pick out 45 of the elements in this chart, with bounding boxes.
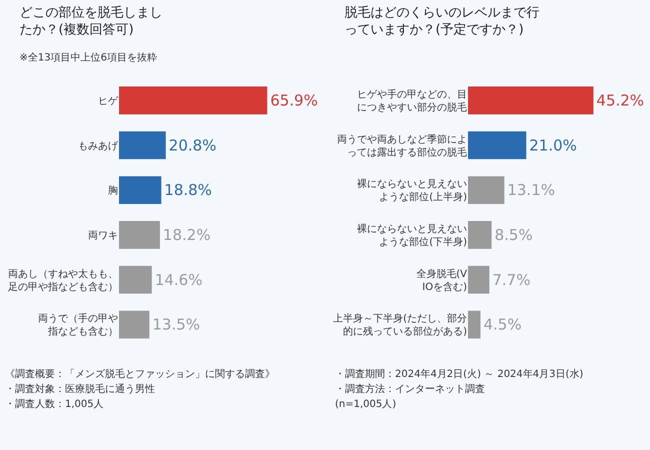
data-label: 18.2% xyxy=(162,226,211,244)
y-tick-label: ヒゲ xyxy=(98,96,119,107)
data-label: 8.5% xyxy=(494,226,533,244)
y-tick-label: 上半身～下半身(ただし、部分的に残っている部位がある) xyxy=(333,312,468,338)
bar xyxy=(119,221,160,249)
text: ・調査対象：医療脱毛に通う男性 xyxy=(5,382,156,396)
bar xyxy=(119,176,162,204)
text: ・調査人数：1,005人 xyxy=(5,398,105,411)
bar xyxy=(468,86,594,114)
text: ・調査方法：インターネット調査 xyxy=(335,382,486,396)
y-tick-label: 両あし（すねや太もも、足の甲や指なども含む） xyxy=(8,268,118,293)
data-label: 13.1% xyxy=(507,181,555,200)
y-tick-label: 裸にならないと見えないような部位(上半身) xyxy=(357,178,468,204)
y-tick-label: 裸にならないと見えないような部位(下半身) xyxy=(357,222,468,248)
text: 《調査概要：「メンズ脱毛とファッション」に関する調査》 xyxy=(5,368,276,381)
data-label: 4.5% xyxy=(483,316,522,334)
y-tick-label: もみあげ xyxy=(78,140,119,152)
y-tick-label: 両ワキ xyxy=(88,230,118,242)
data-label: 65.9% xyxy=(270,91,318,110)
y-tick-label: 全身脱毛(VIOを含む) xyxy=(416,268,468,293)
data-label: 45.2% xyxy=(596,91,644,110)
bar xyxy=(119,86,268,114)
data-label: 18.8% xyxy=(164,181,212,200)
data-label: 20.8% xyxy=(168,136,216,154)
bar xyxy=(468,266,490,294)
data-label: 21.0% xyxy=(529,136,577,154)
bar xyxy=(119,266,152,294)
text: (n=1,005人) xyxy=(335,398,398,411)
data-label: 7.7% xyxy=(492,270,530,289)
y-tick-label: 胸 xyxy=(108,184,118,197)
bar xyxy=(119,131,166,160)
bar xyxy=(468,131,526,160)
bar xyxy=(468,221,492,249)
data-label: 13.5% xyxy=(152,316,200,334)
data-label: 14.6% xyxy=(154,270,202,289)
chart-title: 脱毛はどのくらいのレベルまで行っていますか？(予定ですか？) xyxy=(344,5,540,38)
bar xyxy=(119,310,150,338)
y-tick-label: 両うで（手の甲や指なども含む） xyxy=(38,312,118,338)
chart-title: どこの部位を脱毛しましたか？(複数回答可) xyxy=(20,5,162,38)
text: ・調査期間：2024年4月2日(火) ～ 2024年4月3日(水) xyxy=(335,368,584,381)
y-tick-label: 両うでや両あしなど季節によっては露出する部位の脱毛 xyxy=(337,133,467,158)
bar xyxy=(468,310,480,338)
bar xyxy=(468,176,504,204)
y-tick-label: ヒゲや手の甲などの、目につきやすい部分の脱毛 xyxy=(357,88,467,114)
chart-subtitle: ※全13項目中上位6項目を抜粋 xyxy=(20,51,157,64)
